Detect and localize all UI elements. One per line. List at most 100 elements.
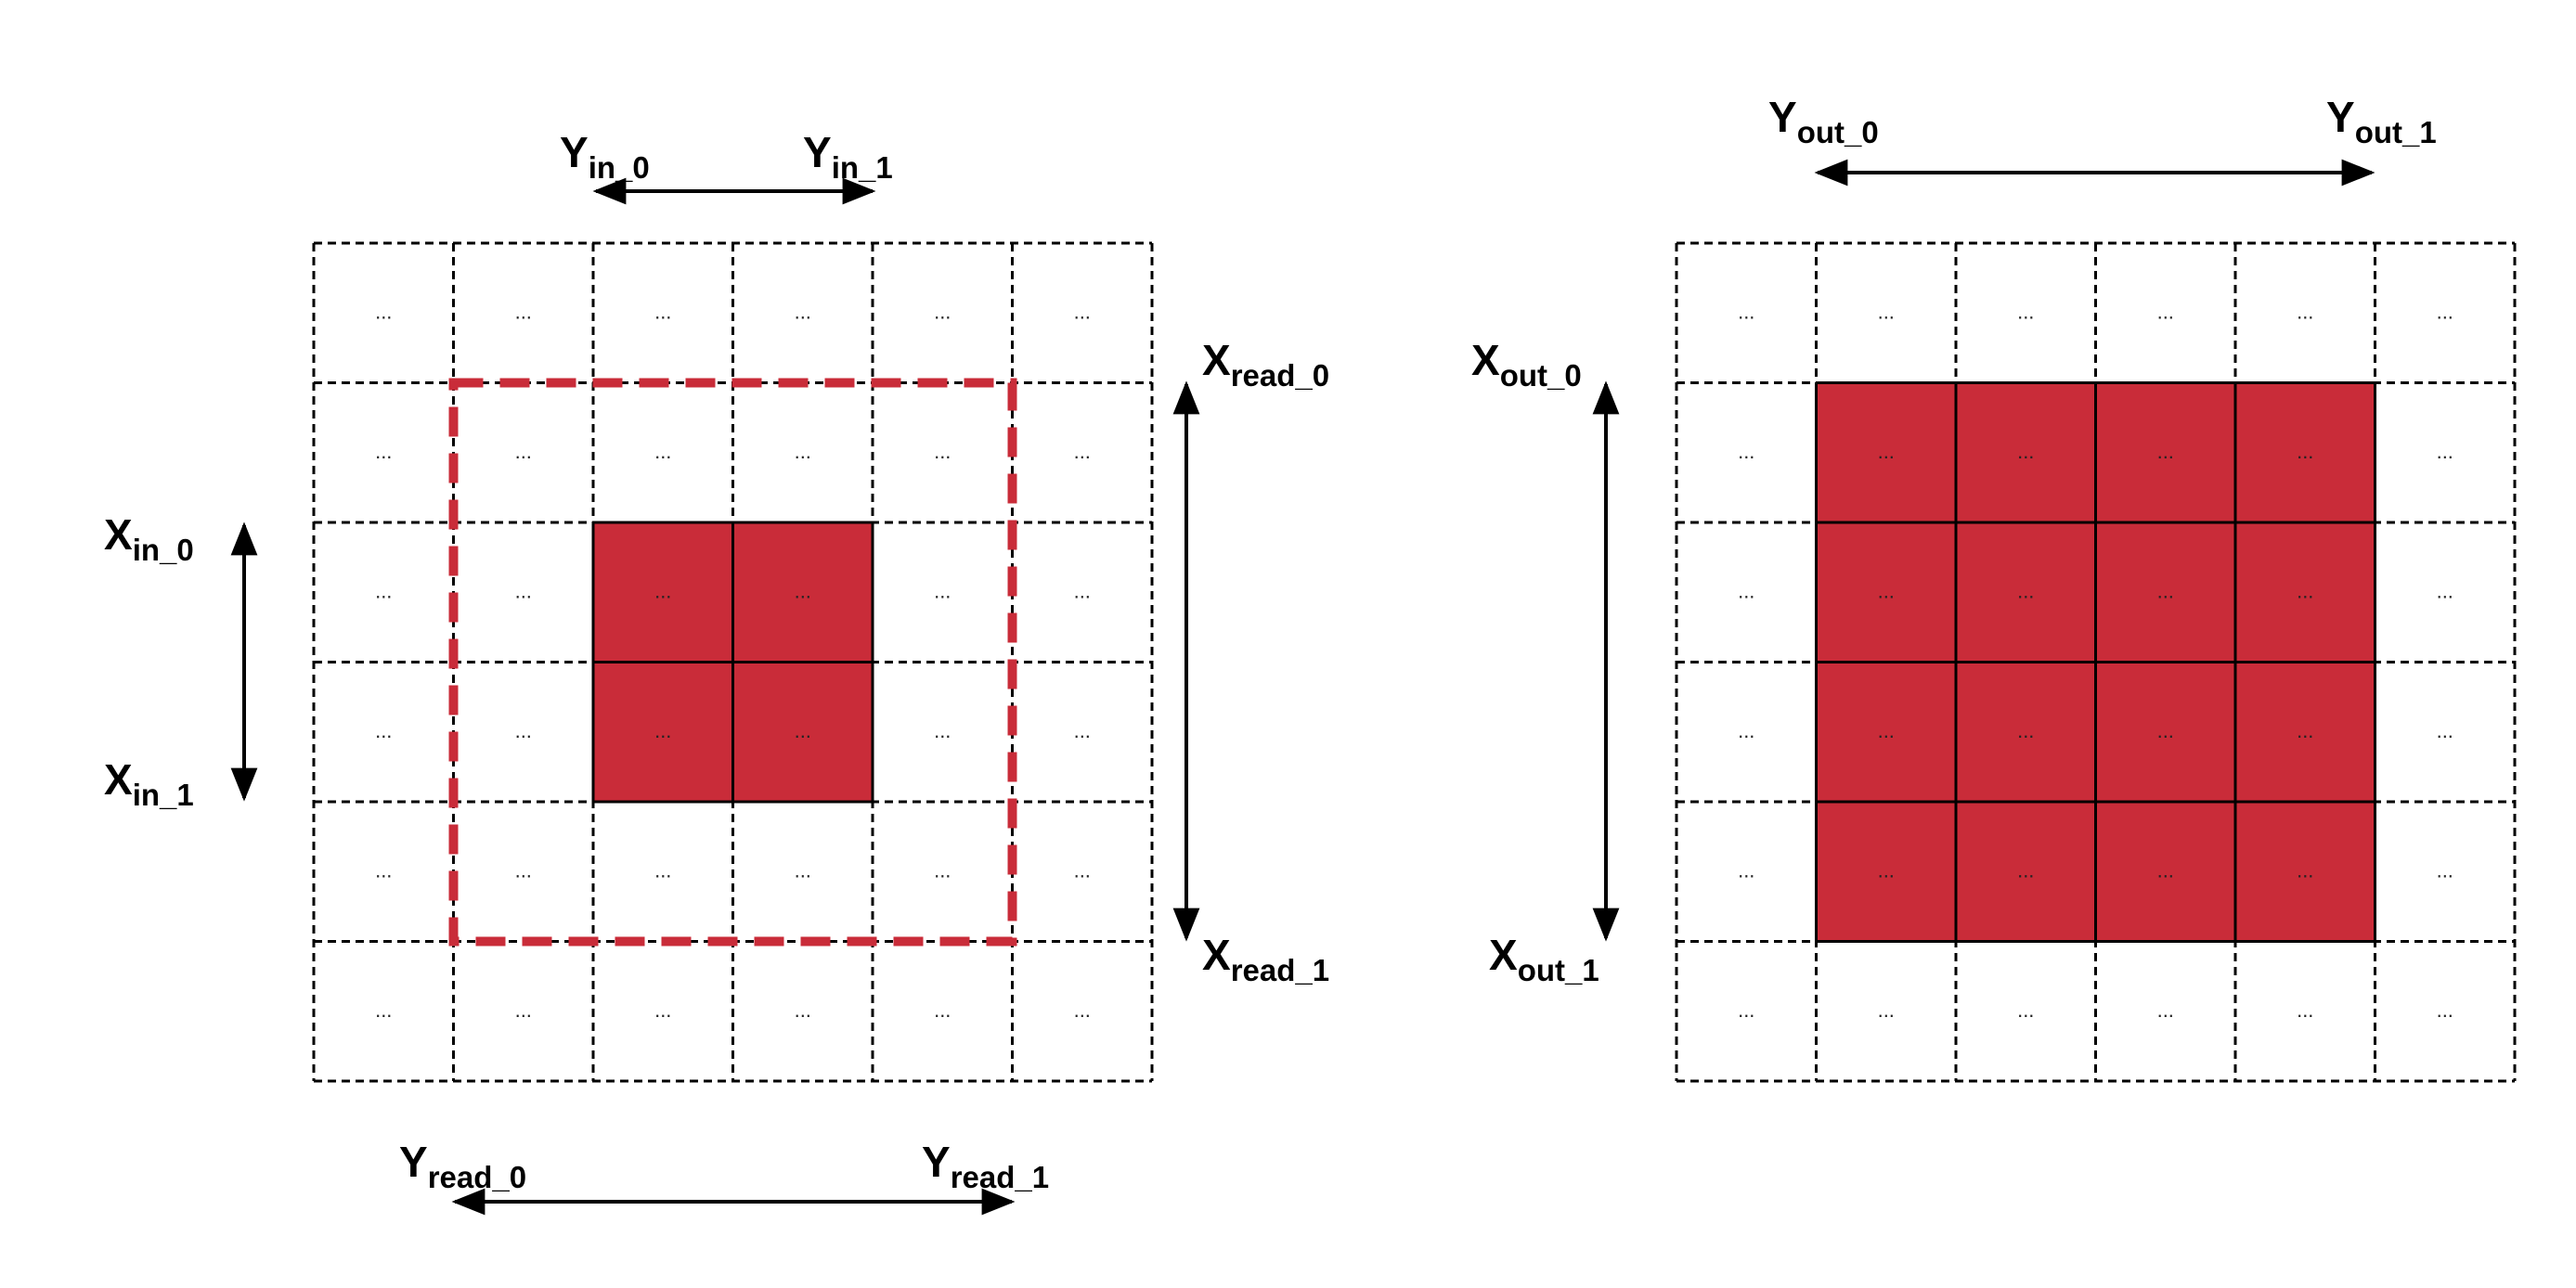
output-grid-cell-placeholder: ... xyxy=(2297,998,2313,1022)
input-grid-cell xyxy=(1012,522,1152,663)
output-grid-cell-placeholder: ... xyxy=(1878,858,1895,882)
input-grid-cell xyxy=(453,662,593,802)
input-grid-cell-placeholder: ... xyxy=(934,300,951,323)
output-grid-cell-placeholder: ... xyxy=(2437,858,2453,882)
output-grid-cell-highlighted xyxy=(1956,522,2096,663)
input-grid-cell-placeholder: ... xyxy=(795,719,811,742)
output-grid-cell xyxy=(2375,802,2515,942)
label-x-out-0: Xout_0 xyxy=(1471,336,1582,393)
output-grid-cell-placeholder: ... xyxy=(2157,998,2174,1022)
output-grid-cell xyxy=(2375,941,2515,1081)
input-grid-cell-placeholder: ... xyxy=(375,300,392,323)
input-grid-cell xyxy=(732,802,873,942)
output-grid-cell-placeholder: ... xyxy=(2017,300,2034,323)
label-x-read-0: Xread_0 xyxy=(1202,336,1329,393)
output-grid-cell xyxy=(2095,243,2235,383)
input-grid-cell xyxy=(873,243,1013,383)
output-grid-cell-placeholder: ... xyxy=(1738,579,1754,602)
output-grid-cell-placeholder: ... xyxy=(1878,579,1895,602)
output-grid-cell-highlighted xyxy=(1816,522,1956,663)
output-grid-cell-placeholder: ... xyxy=(2157,440,2174,463)
output-grid-cell xyxy=(2235,941,2375,1081)
output-grid-cell xyxy=(2375,662,2515,802)
input-grid-cell xyxy=(593,243,733,383)
output-grid-cell-placeholder: ... xyxy=(2017,998,2034,1022)
input-grid-cell-placeholder: ... xyxy=(654,719,671,742)
input-grid-cell-placeholder: ... xyxy=(654,440,671,463)
output-grid-cell-highlighted xyxy=(2235,802,2375,942)
output-grid-cell xyxy=(1676,243,1817,383)
input-grid-cell xyxy=(1012,382,1152,522)
input-grid-cell-placeholder: ... xyxy=(934,579,951,602)
output-grid-cell-highlighted xyxy=(2095,662,2235,802)
input-grid-cell-placeholder: ... xyxy=(1074,998,1091,1022)
output-grid-cell-highlighted xyxy=(1956,802,2096,942)
input-grid-cell-placeholder: ... xyxy=(654,300,671,323)
output-grid-cell xyxy=(1676,941,1817,1081)
input-grid-cell-placeholder: ... xyxy=(795,300,811,323)
input-grid-cell-placeholder: ... xyxy=(515,579,532,602)
output-grid-cell-highlighted xyxy=(1956,662,2096,802)
input-grid-cell-placeholder: ... xyxy=(1074,440,1091,463)
input-grid-cell-placeholder: ... xyxy=(515,719,532,742)
input-grid-cell-placeholder: ... xyxy=(934,858,951,882)
input-grid-cell xyxy=(314,802,454,942)
output-grid-cell-highlighted xyxy=(1816,382,1956,522)
input-grid-cell xyxy=(453,382,593,522)
output-grid-cell-placeholder: ... xyxy=(1738,300,1754,323)
output-grid-cell-placeholder: ... xyxy=(2017,440,2034,463)
input-grid-cell xyxy=(873,662,1013,802)
output-grid-cell-placeholder: ... xyxy=(2157,300,2174,323)
output-grid-cell-placeholder: ... xyxy=(2157,579,2174,602)
input-grid-cell-placeholder: ... xyxy=(1074,300,1091,323)
input-grid-cell-placeholder: ... xyxy=(654,858,671,882)
input-grid-cell-highlighted xyxy=(732,522,873,663)
output-grid-cell-placeholder: ... xyxy=(1878,998,1895,1022)
input-grid-cell xyxy=(453,243,593,383)
input-grid-cell-placeholder: ... xyxy=(515,300,532,323)
output-grid-cell-placeholder: ... xyxy=(2437,719,2453,742)
input-grid-cell-highlighted xyxy=(732,662,873,802)
input-grid-cell xyxy=(1012,662,1152,802)
input-grid-cell xyxy=(453,802,593,942)
input-grid-cell xyxy=(873,382,1013,522)
input-grid-cell xyxy=(873,941,1013,1081)
output-grid-cell-placeholder: ... xyxy=(2437,300,2453,323)
input-grid-cell xyxy=(873,802,1013,942)
input-grid-cell-placeholder: ... xyxy=(375,440,392,463)
output-grid-cell xyxy=(2375,243,2515,383)
output-grid-cell-highlighted xyxy=(1956,382,2096,522)
label-x-read-1: Xread_1 xyxy=(1202,931,1329,987)
output-grid-cell xyxy=(2095,941,2235,1081)
output-grid-cell-highlighted xyxy=(2235,382,2375,522)
input-grid-cell xyxy=(453,941,593,1081)
label-x-in-0: Xin_0 xyxy=(104,510,194,567)
input-grid-cell xyxy=(314,243,454,383)
input-grid-cell-placeholder: ... xyxy=(934,440,951,463)
output-grid-cell-placeholder: ... xyxy=(1878,440,1895,463)
output-grid-cell-highlighted xyxy=(1816,662,1956,802)
output-grid: ........................................… xyxy=(1675,241,2517,1083)
output-grid-cell xyxy=(2375,522,2515,663)
input-grid-cell-placeholder: ... xyxy=(515,440,532,463)
input-grid-cell xyxy=(314,941,454,1081)
input-grid-cell-placeholder: ... xyxy=(654,579,671,602)
input-grid-cell-placeholder: ... xyxy=(795,858,811,882)
output-grid-cell-placeholder: ... xyxy=(1738,440,1754,463)
label-y-out-1: Yout_1 xyxy=(2326,93,2437,149)
output-grid-cell xyxy=(1956,941,2096,1081)
input-grid-cell-placeholder: ... xyxy=(934,719,951,742)
output-grid-cell-placeholder: ... xyxy=(2297,858,2313,882)
output-grid-cell-placeholder: ... xyxy=(1878,300,1895,323)
output-grid-cell xyxy=(1676,522,1817,663)
output-grid-cell-placeholder: ... xyxy=(2297,440,2313,463)
input-grid-cell xyxy=(593,941,733,1081)
input-grid-cell-placeholder: ... xyxy=(795,579,811,602)
input-grid-cell xyxy=(453,522,593,663)
output-grid-cell xyxy=(1956,243,2096,383)
output-grid-cell-placeholder: ... xyxy=(1878,719,1895,742)
input-grid-cell xyxy=(1012,802,1152,942)
output-grid-cell xyxy=(1816,243,1956,383)
output-grid-cell-placeholder: ... xyxy=(2297,579,2313,602)
